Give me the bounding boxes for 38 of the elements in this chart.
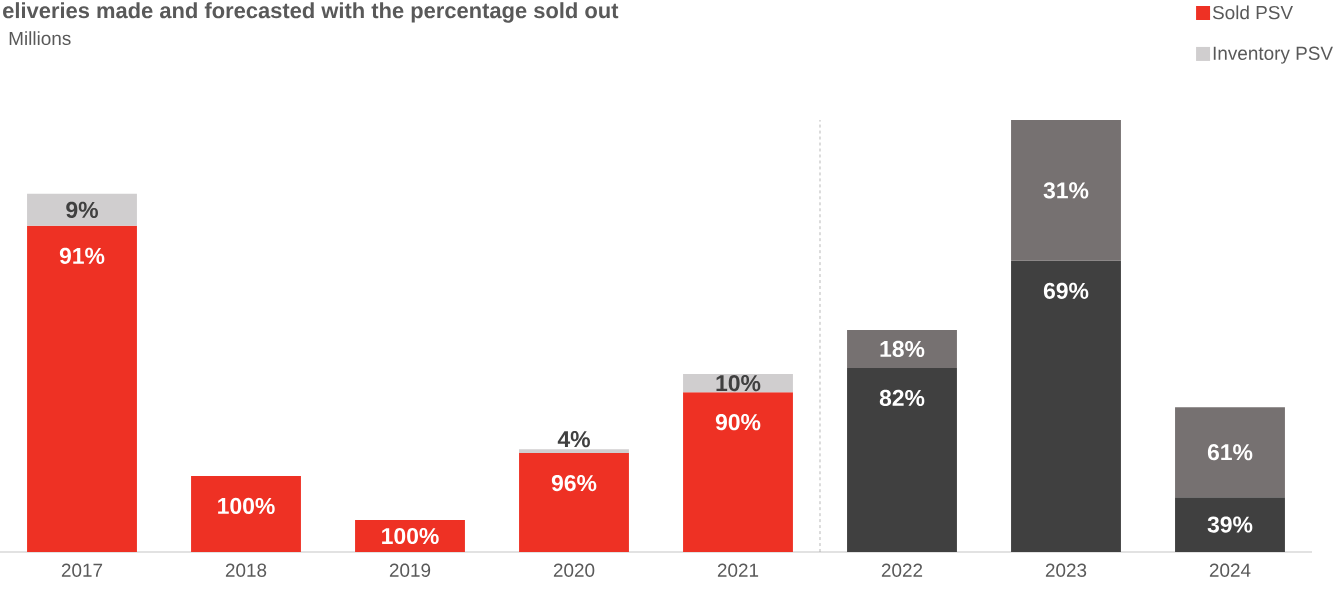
x-tick-label: 2020: [553, 563, 595, 577]
bar: [847, 329, 957, 368]
x-tick-label: 2019: [389, 563, 431, 577]
annotation: 10%: [716, 374, 761, 392]
bar: [27, 225, 137, 552]
x-tick-label: 2021: [717, 563, 759, 577]
annotation: 4%: [557, 431, 590, 448]
bar: [1011, 260, 1121, 552]
annotation: 69%: [1043, 282, 1089, 299]
bar: [1175, 407, 1285, 498]
legend-label: Inventory PSV: [1213, 46, 1333, 64]
annotation: 91%: [59, 247, 105, 264]
x-tick-label: 2023: [1045, 563, 1087, 577]
annotation: 9%: [66, 201, 98, 218]
annotation: 100%: [382, 527, 439, 545]
annotation: 18%: [880, 340, 925, 358]
bar: [27, 193, 137, 226]
chart-title: eliveries made and forecasted with the percentage sold out: [3, 2, 619, 23]
chart-subtitle: Millions: [9, 31, 71, 46]
bar: [1011, 120, 1121, 261]
x-tick-label: 2024: [1209, 563, 1251, 577]
annotation: 61%: [1207, 444, 1253, 461]
annotation: 96%: [551, 474, 597, 492]
bar: [519, 449, 629, 454]
x-tick-label: 2022: [881, 563, 923, 577]
annotation: 100%: [218, 497, 275, 515]
annotation: 39%: [1207, 516, 1253, 533]
bar: [683, 392, 793, 552]
bar: [1175, 497, 1285, 552]
x-tick-label: 2017: [61, 563, 103, 577]
bar: [847, 367, 957, 552]
x-tick-label: 2018: [225, 563, 267, 577]
legend-label: Sold PSV: [1212, 5, 1293, 20]
bar: [191, 475, 301, 552]
bar: [519, 453, 629, 552]
annotation: 90%: [715, 414, 761, 431]
annotation: 82%: [879, 389, 925, 407]
annotation: 31%: [1043, 182, 1089, 199]
